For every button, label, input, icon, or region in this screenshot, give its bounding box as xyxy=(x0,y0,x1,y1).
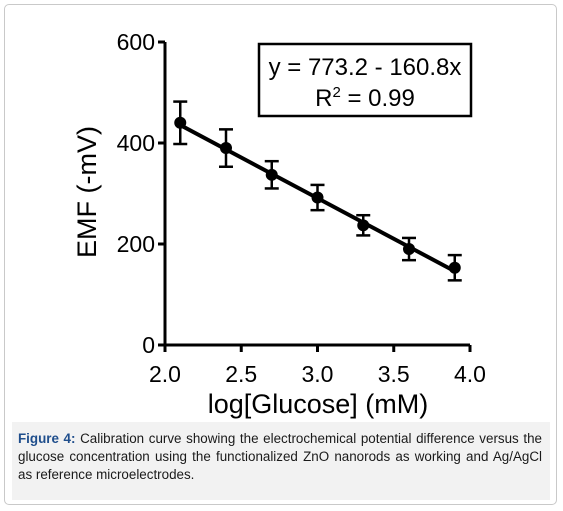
x-tick-label: 3.0 xyxy=(302,361,334,387)
data-point xyxy=(403,243,415,256)
x-axis-label: log[Glucose] (mM) xyxy=(208,389,429,419)
figure-label: Figure 4: xyxy=(18,431,76,446)
data-point xyxy=(265,168,278,181)
equation-box-border xyxy=(257,42,473,118)
data-point xyxy=(311,191,324,204)
data-point xyxy=(357,219,370,232)
y-axis-label: EMF (-mV) xyxy=(72,126,102,258)
r-squared-prefix: R xyxy=(315,85,332,112)
y-tick-label: 0 xyxy=(142,332,155,358)
equation-text: y = 773.2 - 160.8x xyxy=(269,54,462,81)
data-points xyxy=(174,116,461,274)
data-point xyxy=(174,116,187,129)
figure-caption-box: Figure 4: Calibration curve showing the … xyxy=(12,422,550,500)
r-squared-value: = 0.99 xyxy=(341,85,415,112)
caption-text: Calibration curve showing the electroche… xyxy=(18,431,542,482)
x-tick-label: 2.0 xyxy=(149,361,181,387)
data-point xyxy=(220,142,232,155)
y-tick-label: 600 xyxy=(117,29,155,55)
x-tick-label: 2.5 xyxy=(225,361,257,387)
x-axis-ticks: 2.0 2.5 3.0 3.5 4.0 xyxy=(149,345,486,387)
x-tick-label: 4.0 xyxy=(454,361,486,387)
x-tick-label: 3.5 xyxy=(378,361,410,387)
calibration-chart: 2.0 2.5 3.0 3.5 4.0 0 200 400 600 log[Glucose] … xyxy=(72,29,486,419)
r-squared-text: R2 = 0.99 xyxy=(315,84,415,112)
y-tick-label: 200 xyxy=(117,231,155,257)
r-squared-superscript: 2 xyxy=(332,84,340,101)
y-tick-label: 400 xyxy=(117,130,155,156)
data-point xyxy=(448,261,461,274)
y-axis-ticks: 0 200 400 600 xyxy=(117,29,165,358)
equation-box: y = 773.2 - 160.8x R2 = 0.99 xyxy=(257,42,473,118)
figure-caption: Figure 4: Calibration curve showing the … xyxy=(18,430,542,484)
